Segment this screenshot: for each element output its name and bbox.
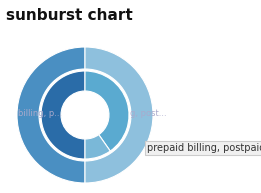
- Text: prepaid billing, postpaid billing: 1: prepaid billing, postpaid billing: 1: [147, 143, 261, 153]
- Wedge shape: [85, 71, 129, 151]
- Wedge shape: [85, 135, 110, 159]
- Wedge shape: [41, 71, 85, 159]
- Text: sunburst chart: sunburst chart: [6, 8, 133, 23]
- Text: billing, p...: billing, p...: [18, 108, 62, 118]
- Text: g, post...: g, post...: [130, 108, 167, 118]
- Wedge shape: [17, 47, 85, 183]
- Wedge shape: [85, 47, 153, 183]
